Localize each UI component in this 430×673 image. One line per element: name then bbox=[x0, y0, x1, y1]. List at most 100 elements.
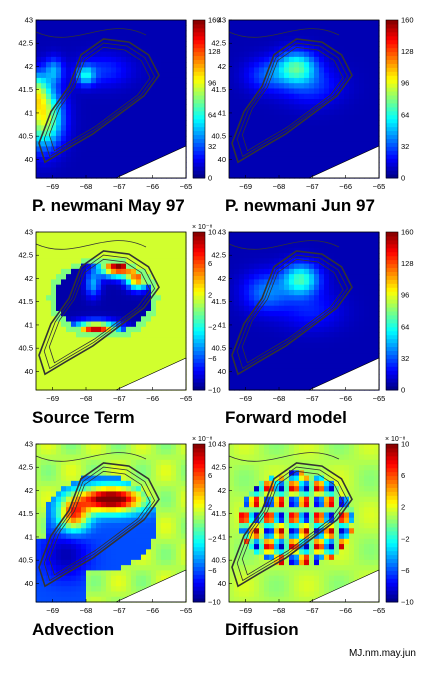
heatmap-cell bbox=[349, 263, 355, 270]
heatmap-cell bbox=[289, 93, 295, 100]
heatmap-cell bbox=[171, 353, 177, 359]
heatmap-cell bbox=[354, 46, 360, 53]
heatmap-cell bbox=[141, 25, 147, 32]
heatmap-cell bbox=[299, 295, 305, 302]
heatmap-cell bbox=[269, 46, 275, 53]
heatmap-cell bbox=[121, 379, 127, 386]
heatmap-cell bbox=[41, 358, 47, 365]
heatmap-cell bbox=[41, 353, 47, 359]
heatmap-cell bbox=[234, 554, 240, 561]
heatmap-cell bbox=[349, 67, 355, 74]
heatmap-cell bbox=[309, 93, 315, 100]
heatmap-cell bbox=[71, 565, 77, 571]
heatmap-cell bbox=[244, 162, 250, 169]
heatmap-cell bbox=[126, 374, 132, 381]
heatmap-cell bbox=[151, 517, 157, 524]
heatmap-cell bbox=[249, 167, 255, 174]
heatmap-cell bbox=[116, 507, 122, 514]
heatmap-cell bbox=[86, 384, 92, 391]
heatmap-cell bbox=[71, 279, 77, 286]
heatmap-cell bbox=[101, 358, 107, 365]
heatmap-cell bbox=[234, 311, 240, 317]
heatmap-cell bbox=[294, 25, 300, 32]
heatmap-cell bbox=[56, 496, 62, 503]
heatmap-cell bbox=[101, 114, 107, 121]
colorbar-segment bbox=[386, 307, 398, 312]
heatmap-cell bbox=[166, 237, 172, 244]
heatmap-cell bbox=[116, 242, 122, 249]
colorbar-tick-label: 0 bbox=[401, 174, 405, 183]
heatmap-cell bbox=[229, 88, 235, 95]
heatmap-cell bbox=[161, 253, 167, 259]
heatmap-cell bbox=[264, 295, 270, 302]
heatmap-cell bbox=[249, 305, 255, 312]
heatmap-cell bbox=[259, 326, 265, 333]
heatmap-cell bbox=[279, 379, 285, 386]
heatmap-cell bbox=[136, 114, 142, 121]
heatmap-cell bbox=[51, 274, 57, 280]
heatmap-cell bbox=[61, 232, 67, 238]
heatmap-cell bbox=[171, 62, 177, 68]
heatmap-cell bbox=[254, 289, 260, 296]
heatmap-cell bbox=[56, 565, 62, 571]
heatmap-cell bbox=[229, 104, 235, 111]
heatmap-cell bbox=[334, 326, 340, 333]
heatmap-cell bbox=[359, 305, 365, 312]
heatmap-cell bbox=[66, 379, 72, 386]
heatmap-cell bbox=[279, 41, 285, 47]
heatmap-cell bbox=[131, 41, 137, 47]
heatmap-cell bbox=[71, 253, 77, 259]
heatmap-cell bbox=[61, 591, 67, 598]
heatmap-cell bbox=[329, 135, 335, 142]
heatmap-cell bbox=[66, 289, 72, 296]
heatmap-cell bbox=[239, 507, 245, 514]
heatmap-cell bbox=[244, 114, 250, 121]
heatmap-cell bbox=[176, 242, 182, 249]
heatmap-cell bbox=[269, 62, 275, 68]
heatmap-cell bbox=[111, 554, 117, 561]
heatmap-cell bbox=[166, 135, 172, 142]
heatmap-cell bbox=[374, 141, 380, 147]
heatmap-cell bbox=[56, 242, 62, 249]
heatmap-cell bbox=[329, 83, 335, 90]
heatmap-cell bbox=[61, 353, 67, 359]
heatmap-cell bbox=[171, 332, 177, 338]
heatmap-cell bbox=[131, 242, 137, 249]
heatmap-cell bbox=[171, 130, 177, 137]
heatmap-cell bbox=[116, 358, 122, 365]
heatmap-cell bbox=[239, 449, 245, 456]
heatmap-cell bbox=[146, 232, 152, 238]
heatmap-cell bbox=[96, 523, 102, 529]
heatmap-cell bbox=[86, 114, 92, 121]
heatmap-cell bbox=[96, 167, 102, 174]
heatmap-cell bbox=[151, 263, 157, 270]
heatmap-cell bbox=[309, 88, 315, 95]
heatmap-cell bbox=[156, 342, 162, 349]
heatmap-cell bbox=[344, 93, 350, 100]
heatmap-cell bbox=[111, 565, 117, 571]
heatmap-cell bbox=[116, 459, 122, 466]
heatmap-cell bbox=[36, 316, 42, 323]
heatmap-cell bbox=[76, 321, 82, 328]
heatmap-cell bbox=[151, 300, 157, 307]
heatmap-cell bbox=[36, 517, 42, 524]
heatmap-cell bbox=[239, 300, 245, 307]
heatmap-cell bbox=[66, 56, 72, 63]
heatmap-cell bbox=[91, 41, 97, 47]
heatmap-cell bbox=[181, 88, 187, 95]
heatmap-cell bbox=[234, 486, 240, 492]
heatmap-cell bbox=[46, 544, 52, 550]
heatmap-cell bbox=[121, 156, 127, 163]
heatmap-cell bbox=[81, 253, 87, 259]
heatmap-cell bbox=[111, 99, 117, 105]
heatmap-cell bbox=[151, 337, 157, 344]
heatmap-cell bbox=[111, 151, 117, 158]
heatmap-cell bbox=[91, 162, 97, 169]
heatmap-cell bbox=[41, 326, 47, 333]
heatmap-cell bbox=[339, 114, 345, 121]
bathymetry-contour bbox=[38, 38, 160, 164]
heatmap-cell bbox=[299, 284, 305, 291]
heatmap-cell bbox=[234, 305, 240, 312]
heatmap-cell bbox=[36, 305, 42, 312]
heatmap-cell bbox=[101, 77, 107, 84]
